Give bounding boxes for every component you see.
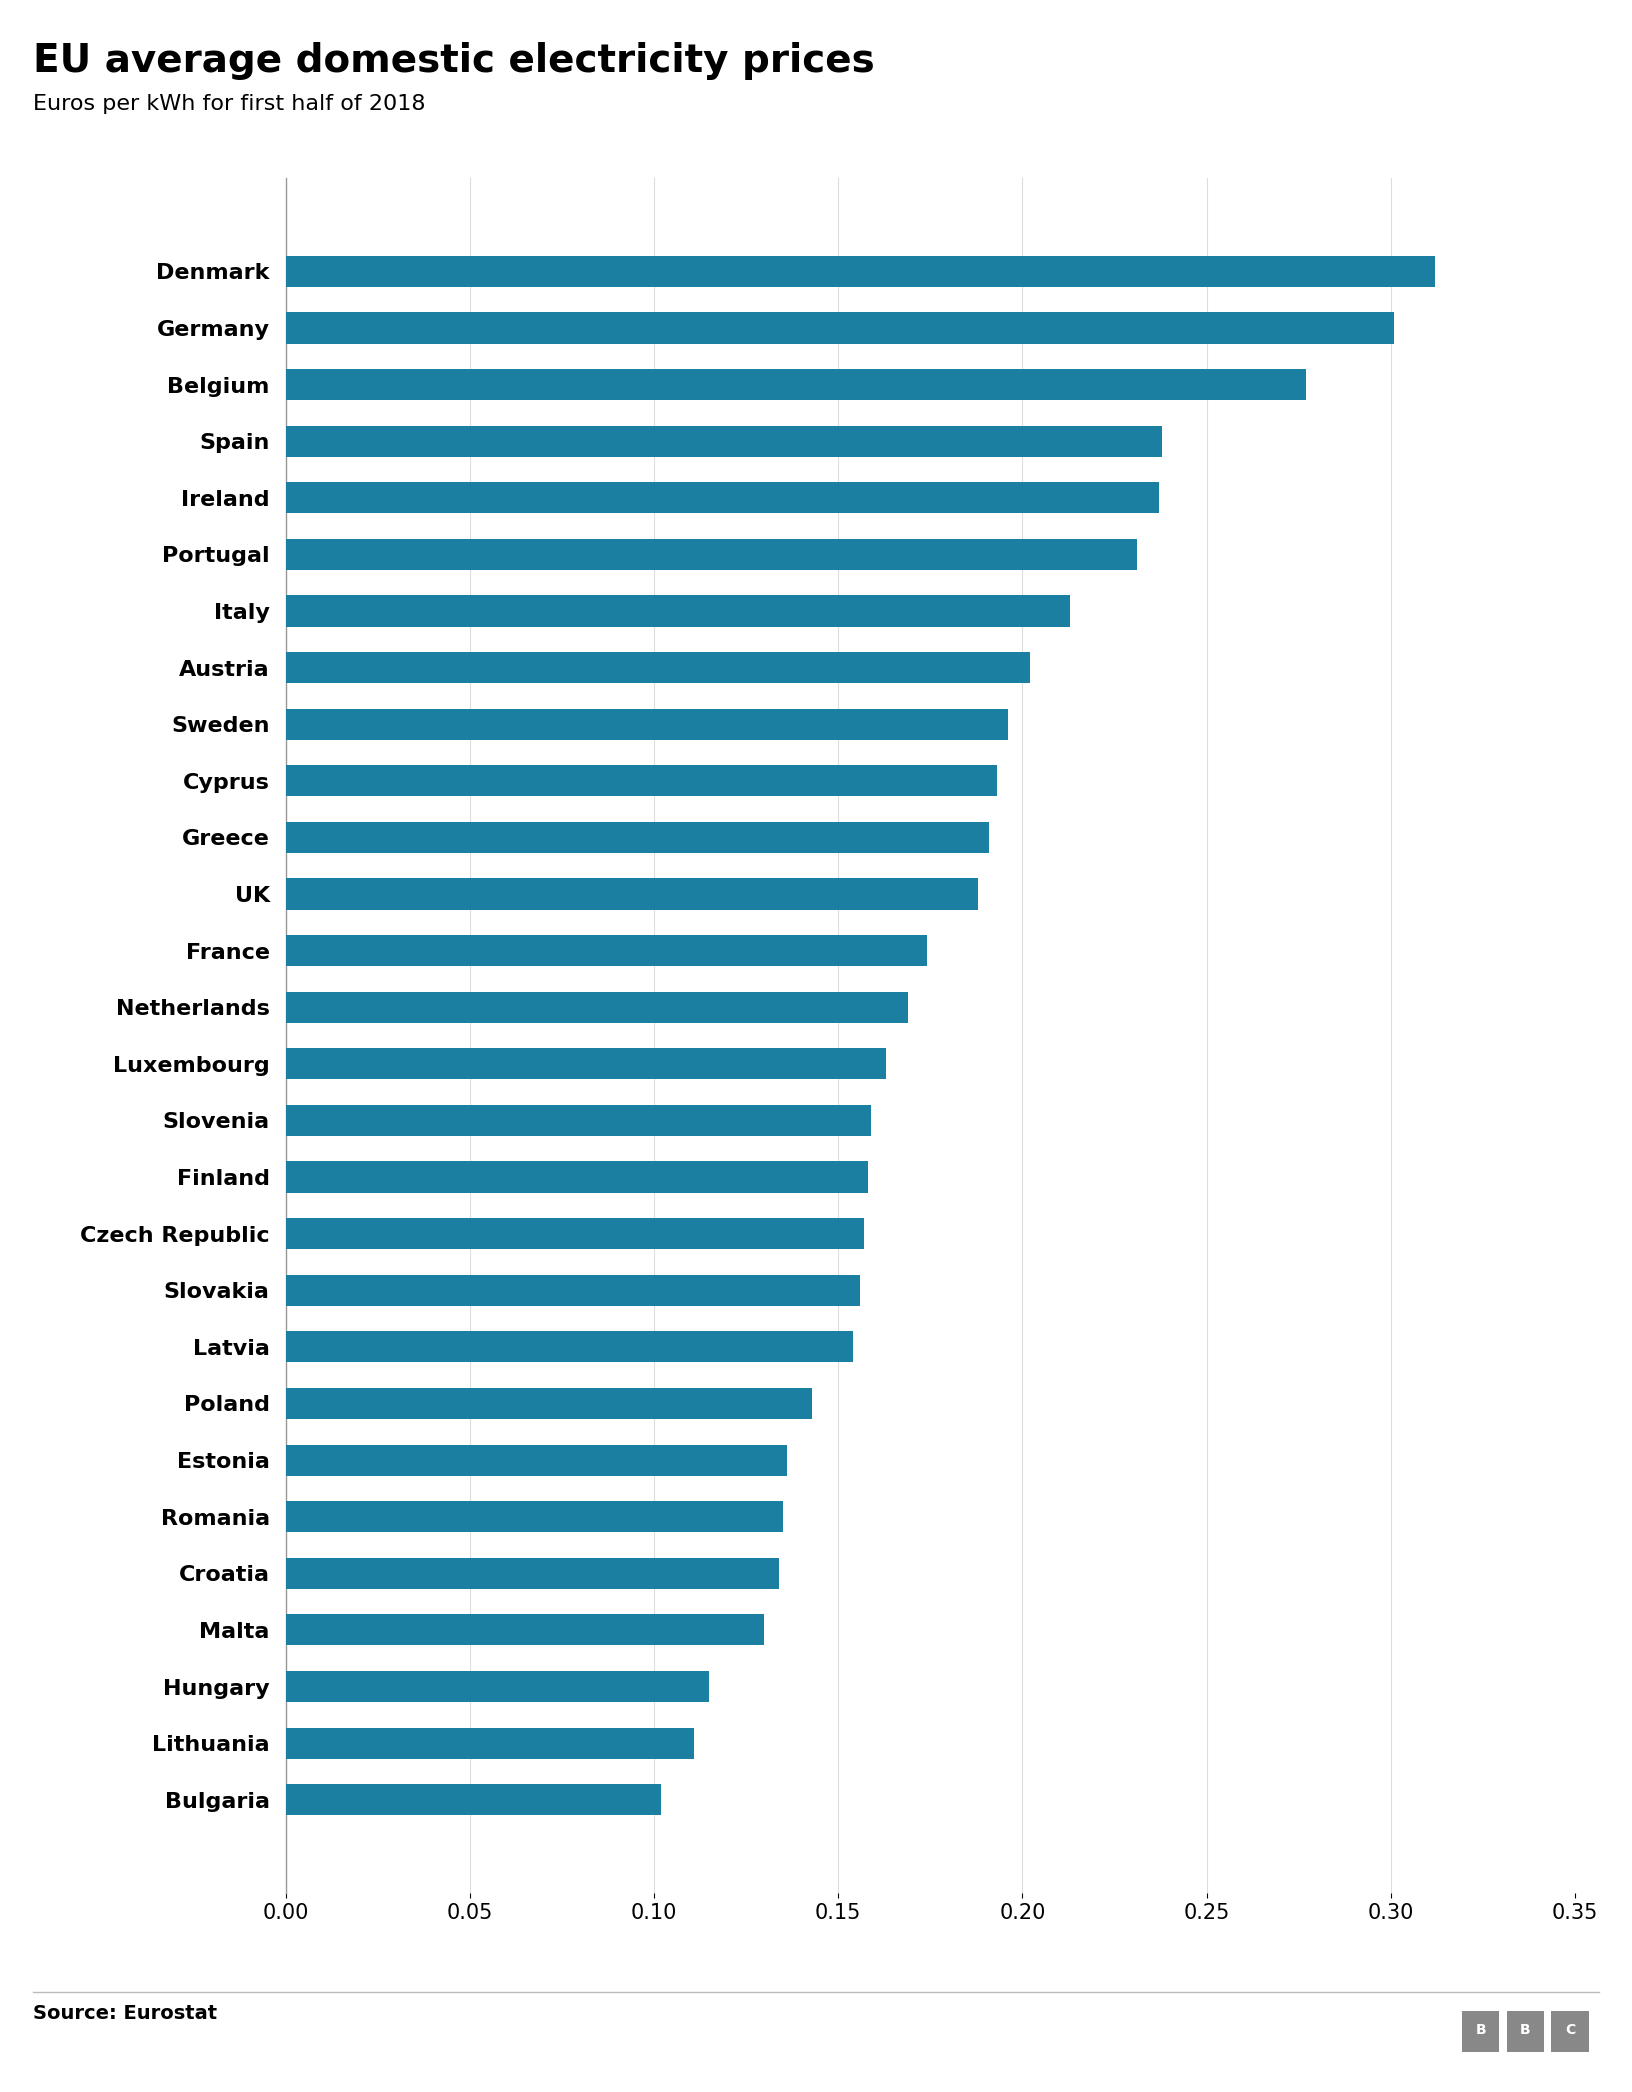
- Bar: [286, 1615, 764, 1646]
- Bar: [286, 822, 989, 854]
- Bar: [286, 935, 927, 967]
- Bar: [286, 1784, 661, 1816]
- Bar: [286, 1672, 710, 1703]
- Bar: [286, 653, 1030, 684]
- Bar: [286, 1105, 871, 1136]
- Text: B: B: [1475, 2023, 1487, 2038]
- Text: C: C: [1565, 2023, 1575, 2038]
- Bar: [286, 1502, 783, 1531]
- Bar: [286, 1443, 787, 1475]
- Text: Source: Eurostat: Source: Eurostat: [33, 2004, 217, 2023]
- Bar: [1550, 2010, 1588, 2052]
- Bar: [286, 1274, 860, 1305]
- Bar: [286, 540, 1136, 569]
- Bar: [286, 879, 978, 910]
- Bar: [1462, 2010, 1500, 2052]
- Bar: [286, 312, 1394, 343]
- Text: B: B: [1519, 2023, 1531, 2038]
- Bar: [286, 483, 1159, 513]
- Bar: [1506, 2010, 1544, 2052]
- Bar: [286, 425, 1162, 456]
- Bar: [286, 992, 907, 1023]
- Bar: [286, 368, 1306, 400]
- Bar: [286, 1161, 868, 1192]
- Bar: [286, 709, 1007, 741]
- Bar: [286, 1218, 863, 1249]
- Bar: [286, 596, 1071, 628]
- Bar: [286, 1728, 695, 1759]
- Bar: [286, 766, 997, 797]
- Bar: [286, 255, 1435, 287]
- Bar: [286, 1048, 886, 1079]
- Text: EU average domestic electricity prices: EU average domestic electricity prices: [33, 42, 875, 79]
- Text: Euros per kWh for first half of 2018: Euros per kWh for first half of 2018: [33, 94, 426, 115]
- Bar: [286, 1331, 854, 1362]
- Bar: [286, 1387, 813, 1418]
- Bar: [286, 1559, 778, 1588]
